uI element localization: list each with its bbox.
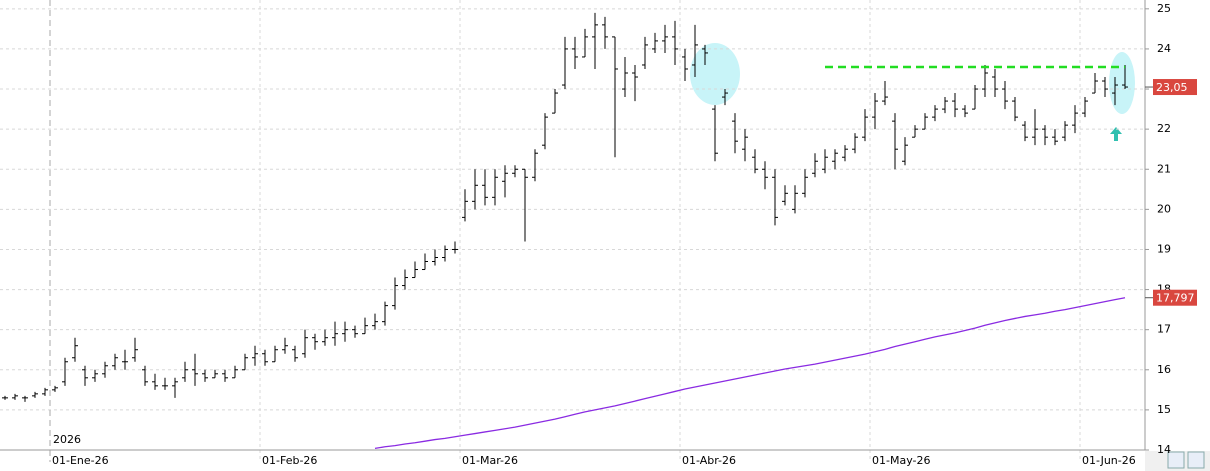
- y-tick-label: 21: [1157, 162, 1171, 175]
- x-tick-label: 01-Mar-26: [462, 454, 518, 467]
- y-tick-label: 25: [1157, 2, 1171, 15]
- x-tick-label: 01-May-26: [872, 454, 930, 467]
- y-tick-label: 17: [1157, 323, 1171, 336]
- save-button[interactable]: [1187, 451, 1205, 469]
- ma-label: 17,797: [1156, 292, 1195, 305]
- highlight-ellipse: [1109, 52, 1135, 114]
- y-tick-label: 22: [1157, 122, 1171, 135]
- moving-average: [374, 297, 1126, 450]
- highlight-ellipse: [690, 43, 740, 105]
- x-tick-label: 01-Feb-26: [262, 454, 317, 467]
- y-tick-label: 14: [1157, 443, 1171, 456]
- ma-label-box: [1153, 289, 1197, 306]
- year-label: 2026: [53, 433, 81, 446]
- price-label-box: [1153, 79, 1197, 96]
- plot: [0, 0, 1149, 462]
- zoom-button[interactable]: [1167, 451, 1185, 469]
- x-tick-label: 01-Ene-26: [52, 454, 109, 467]
- y-tick-label: 15: [1157, 403, 1171, 416]
- x-tick-label: 01-Abr-26: [682, 454, 736, 467]
- price-label: 23,05: [1156, 81, 1188, 94]
- y-tick-label: 24: [1157, 42, 1171, 55]
- x-tick-label: 01-Jun-26: [1082, 454, 1136, 467]
- y-tick-label: 19: [1157, 242, 1171, 255]
- arrow-up: [1110, 127, 1122, 141]
- y-tick-label: 20: [1157, 202, 1171, 215]
- y-tick-label: 16: [1157, 363, 1171, 376]
